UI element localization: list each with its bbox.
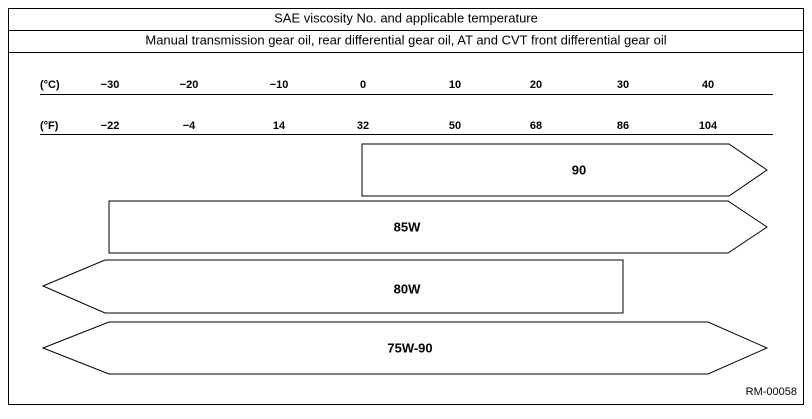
- fahrenheit-tick-label: 14: [273, 120, 286, 132]
- grade-label: 90: [572, 162, 586, 177]
- celsius-tick-label: 0: [360, 79, 366, 91]
- title: SAE viscosity No. and applicable tempera…: [274, 10, 538, 25]
- fahrenheit-unit: (°F): [40, 120, 59, 132]
- celsius-tick-label: 40: [702, 79, 714, 91]
- range-arrow: [41, 259, 624, 314]
- fahrenheit-tick-label: 86: [617, 120, 629, 132]
- subtitle: Manual transmission gear oil, rear diffe…: [145, 32, 666, 47]
- celsius-tick-label: 10: [449, 79, 461, 91]
- fahrenheit-tick-label: 50: [449, 120, 461, 132]
- grade-label: 85W: [394, 219, 421, 234]
- celsius-tick-label: −30: [101, 79, 120, 91]
- celsius-tick-label: 30: [617, 79, 629, 91]
- fahrenheit-tick-label: 32: [357, 120, 369, 132]
- celsius-tick-label: −20: [180, 79, 199, 91]
- range-arrow: [108, 200, 768, 254]
- range-arrow: [41, 321, 769, 375]
- celsius-tick-label: 20: [530, 79, 542, 91]
- fahrenheit-tick-label: −22: [101, 120, 120, 132]
- celsius-unit: (°C): [40, 79, 60, 91]
- range-arrow: [361, 143, 768, 197]
- celsius-tick-label: −10: [270, 79, 289, 91]
- frame: [8, 8, 804, 405]
- fahrenheit-tick-label: −4: [183, 120, 196, 132]
- fahrenheit-tick-label: 68: [530, 120, 542, 132]
- figure-id: RM-00058: [746, 386, 797, 398]
- grade-label: 80W: [394, 281, 421, 296]
- fahrenheit-tick-label: 104: [699, 120, 718, 132]
- grade-label: 75W-90: [387, 340, 432, 355]
